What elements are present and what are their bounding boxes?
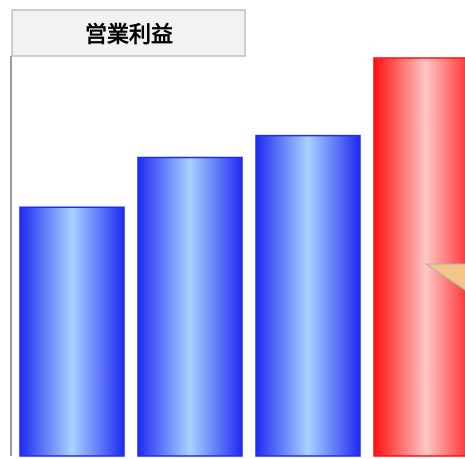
chart-title-box: 営業利益 — [11, 9, 246, 57]
bar-3 — [255, 134, 361, 457]
bar-4 — [373, 57, 465, 457]
chart-title-background — [11, 9, 246, 57]
bar-2 — [137, 156, 243, 457]
chart-title: 営業利益 — [85, 22, 173, 48]
annotation-marker — [424, 263, 465, 291]
bars-group — [19, 57, 465, 457]
bar-1 — [19, 206, 125, 457]
